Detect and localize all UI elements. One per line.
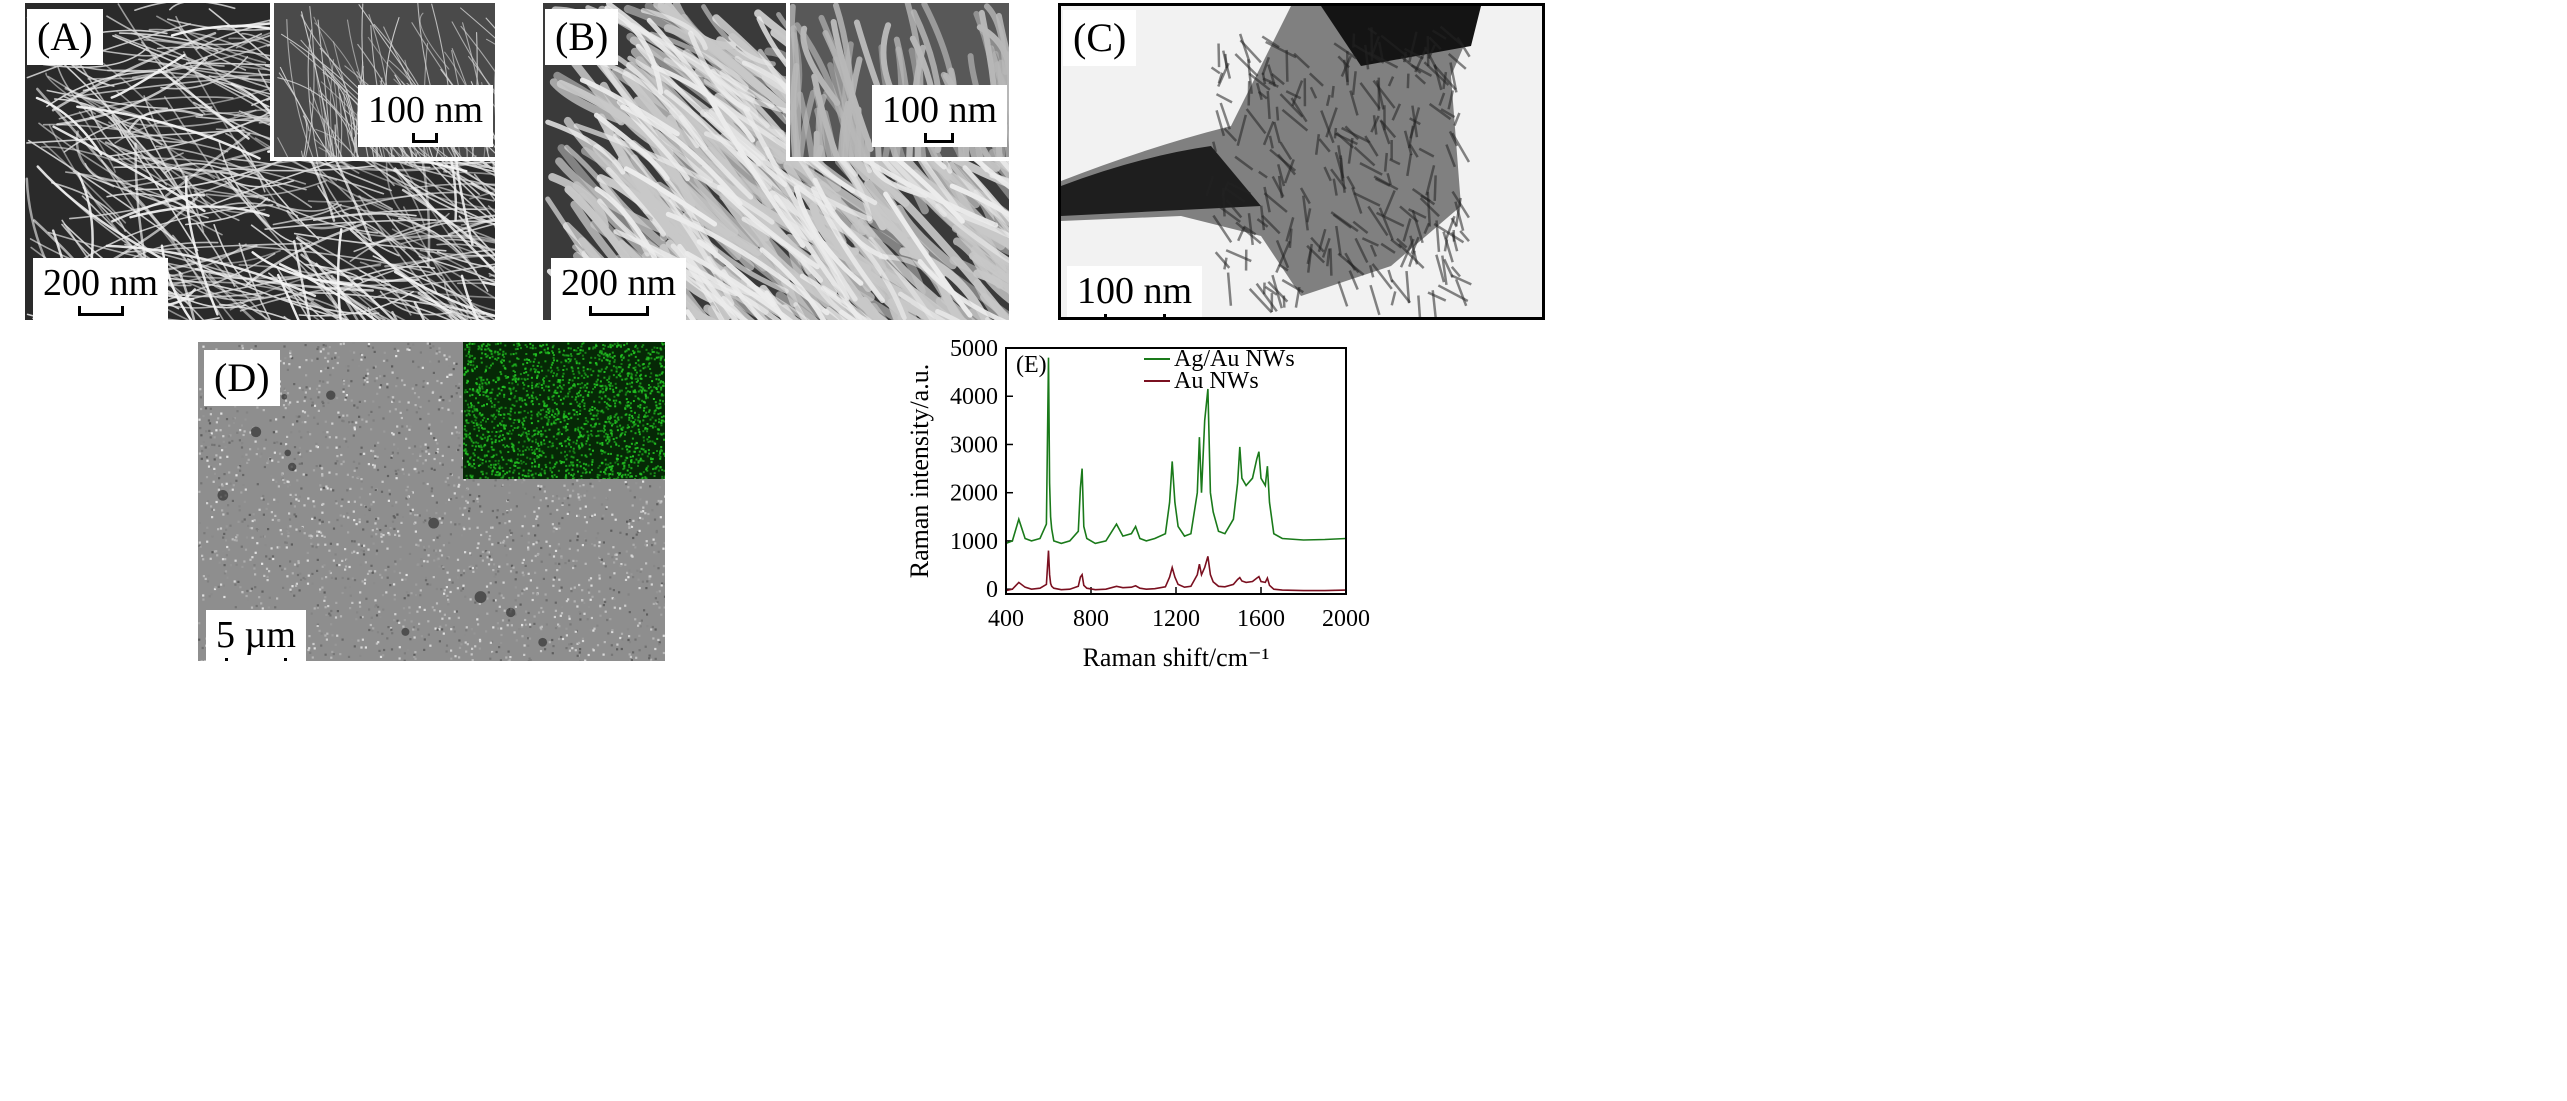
scale-label-c: 100 nm xyxy=(1077,270,1193,312)
tem-image-c xyxy=(1061,6,1481,317)
y-axis-label: Raman intensity/a.u. xyxy=(905,364,934,578)
panel-label-c: (C) xyxy=(1063,10,1137,66)
panel-c-tem-image: (C) 100 nm xyxy=(1058,3,1545,320)
y-tick-label: 0 xyxy=(986,577,998,603)
legend-entry: Ag/Au NWs xyxy=(1174,346,1295,372)
x-tick-label: 800 xyxy=(1073,606,1109,632)
inset-scale-label-b: 100 nm xyxy=(881,89,997,131)
series-line-au-nws xyxy=(1005,550,1347,592)
y-tick-label: 1000 xyxy=(950,529,998,555)
x-tick-label: 2000 xyxy=(1322,606,1370,632)
x-tick-label: 1600 xyxy=(1237,606,1285,632)
series-line-ag-au-nws xyxy=(1005,357,1347,545)
x-tick-label: 1200 xyxy=(1152,606,1200,632)
scale-bar-d: 5 µm xyxy=(206,610,306,661)
legend-entry: Au NWs xyxy=(1174,368,1259,394)
y-tick-label: 4000 xyxy=(950,384,998,410)
x-tick-label: 400 xyxy=(988,606,1024,632)
eds-map-inset xyxy=(463,342,665,479)
y-tick-label: 5000 xyxy=(950,336,998,362)
y-tick-label: 3000 xyxy=(950,432,998,458)
panel-d-sem-image: (D) 5 µm xyxy=(198,342,665,661)
inset-scale-bar-b: 100 nm xyxy=(871,85,1007,147)
panel-label-e: (E) xyxy=(1016,352,1047,378)
x-axis-label: Raman shift/cm⁻¹ xyxy=(1083,643,1270,672)
eds-map-texture xyxy=(463,342,665,479)
raman-spectra-chart: 400 800 1200 1600 2000010002000300040005000 … xyxy=(905,336,1370,672)
scale-bar-c: 100 nm xyxy=(1067,266,1203,317)
scale-label-a: 200 nm xyxy=(43,262,159,304)
panel-b-inset: 100 nm xyxy=(786,3,1009,161)
panel-label-a: (A) xyxy=(27,9,103,65)
y-tick-label: 2000 xyxy=(950,481,998,507)
inset-scale-label-a: 100 nm xyxy=(367,89,483,131)
scale-bar-b: 200 nm xyxy=(551,258,687,320)
inset-scale-bar-a: 100 nm xyxy=(357,85,493,147)
plot-frame xyxy=(1005,347,1347,595)
eds-map-image xyxy=(463,342,665,479)
panel-label-b: (B) xyxy=(545,9,619,65)
panel-label-d: (D) xyxy=(204,350,280,406)
panel-b-sem-image: 100 nm (B) 200 nm xyxy=(543,3,1009,320)
scale-label-b: 200 nm xyxy=(561,262,677,304)
scale-bar-a: 200 nm xyxy=(33,258,169,320)
panel-a-inset: 100 nm xyxy=(270,3,495,161)
scale-label-d: 5 µm xyxy=(216,614,296,656)
panel-a-sem-image: 100 nm (A) 200 nm xyxy=(25,3,495,320)
tem-texture xyxy=(1061,6,1481,317)
